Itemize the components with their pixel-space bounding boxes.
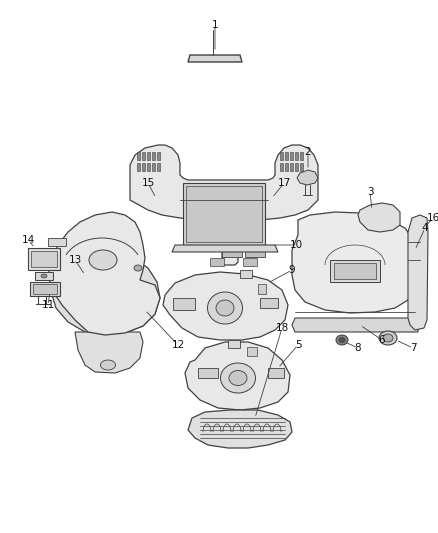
Text: 8: 8 [355, 343, 361, 353]
Text: 3: 3 [367, 187, 373, 197]
Text: 9: 9 [289, 265, 295, 275]
Bar [245, 245, 265, 257]
Bar [280, 152, 283, 160]
Bar [183, 183, 265, 245]
Bar [228, 340, 240, 348]
Polygon shape [292, 212, 415, 313]
Ellipse shape [339, 337, 345, 343]
Text: 16: 16 [426, 213, 438, 223]
Bar [300, 152, 303, 160]
Polygon shape [48, 212, 160, 335]
Polygon shape [185, 342, 290, 410]
Bar [142, 152, 145, 160]
Polygon shape [297, 170, 318, 185]
Polygon shape [358, 203, 400, 232]
Bar [247, 347, 257, 356]
Polygon shape [75, 332, 143, 373]
Polygon shape [163, 272, 288, 340]
Bar [290, 152, 293, 160]
Bar [290, 163, 293, 171]
Bar [173, 298, 195, 310]
Ellipse shape [229, 370, 247, 385]
Bar [157, 152, 160, 160]
Text: 2: 2 [305, 147, 311, 157]
Bar [142, 163, 145, 171]
Ellipse shape [91, 285, 119, 307]
Bar [198, 368, 218, 378]
Bar [33, 284, 57, 294]
Ellipse shape [100, 360, 116, 370]
Bar [222, 245, 242, 257]
Text: 11: 11 [41, 300, 55, 310]
Ellipse shape [220, 363, 255, 393]
Text: 12: 12 [171, 340, 185, 350]
Bar [137, 163, 140, 171]
Polygon shape [188, 410, 292, 448]
Text: 6: 6 [379, 335, 385, 345]
Bar [152, 163, 155, 171]
Bar [243, 258, 257, 266]
Ellipse shape [41, 274, 47, 278]
Ellipse shape [383, 334, 393, 342]
Bar [280, 163, 283, 171]
Bar [268, 368, 284, 378]
Text: 5: 5 [295, 340, 301, 350]
Bar [240, 270, 252, 278]
Polygon shape [52, 256, 160, 335]
Polygon shape [188, 55, 242, 62]
Bar [100, 290, 110, 302]
Bar [137, 152, 140, 160]
Text: 13: 13 [68, 255, 81, 265]
Text: 15: 15 [141, 178, 155, 188]
Text: 17: 17 [277, 178, 291, 188]
Polygon shape [130, 145, 318, 265]
Polygon shape [292, 318, 418, 332]
Text: 14: 14 [21, 235, 35, 245]
Bar [260, 298, 278, 308]
Bar [48, 238, 66, 246]
Text: 1: 1 [212, 20, 218, 30]
Polygon shape [172, 245, 278, 252]
Bar [330, 260, 380, 282]
Text: 18: 18 [276, 323, 289, 333]
Ellipse shape [379, 331, 397, 345]
Bar [300, 163, 303, 171]
Text: 4: 4 [422, 223, 428, 233]
Bar [295, 152, 298, 160]
Bar [285, 163, 288, 171]
Bar [157, 163, 160, 171]
Bar [31, 251, 57, 267]
Bar [152, 152, 155, 160]
Polygon shape [408, 215, 428, 330]
Bar [30, 282, 60, 296]
Bar [210, 258, 224, 266]
Ellipse shape [89, 250, 117, 270]
Bar [408, 230, 420, 280]
Ellipse shape [81, 277, 129, 315]
Bar [147, 152, 150, 160]
Bar [35, 272, 53, 280]
Text: 7: 7 [410, 343, 416, 353]
Ellipse shape [216, 300, 234, 316]
Bar [28, 248, 60, 270]
Text: 10: 10 [290, 240, 303, 250]
Bar [258, 284, 266, 294]
Bar [285, 152, 288, 160]
Bar [334, 263, 376, 279]
Bar [147, 163, 150, 171]
Bar [295, 163, 298, 171]
Bar [186, 186, 262, 242]
Ellipse shape [134, 265, 142, 271]
Ellipse shape [208, 292, 243, 324]
Ellipse shape [336, 335, 348, 345]
